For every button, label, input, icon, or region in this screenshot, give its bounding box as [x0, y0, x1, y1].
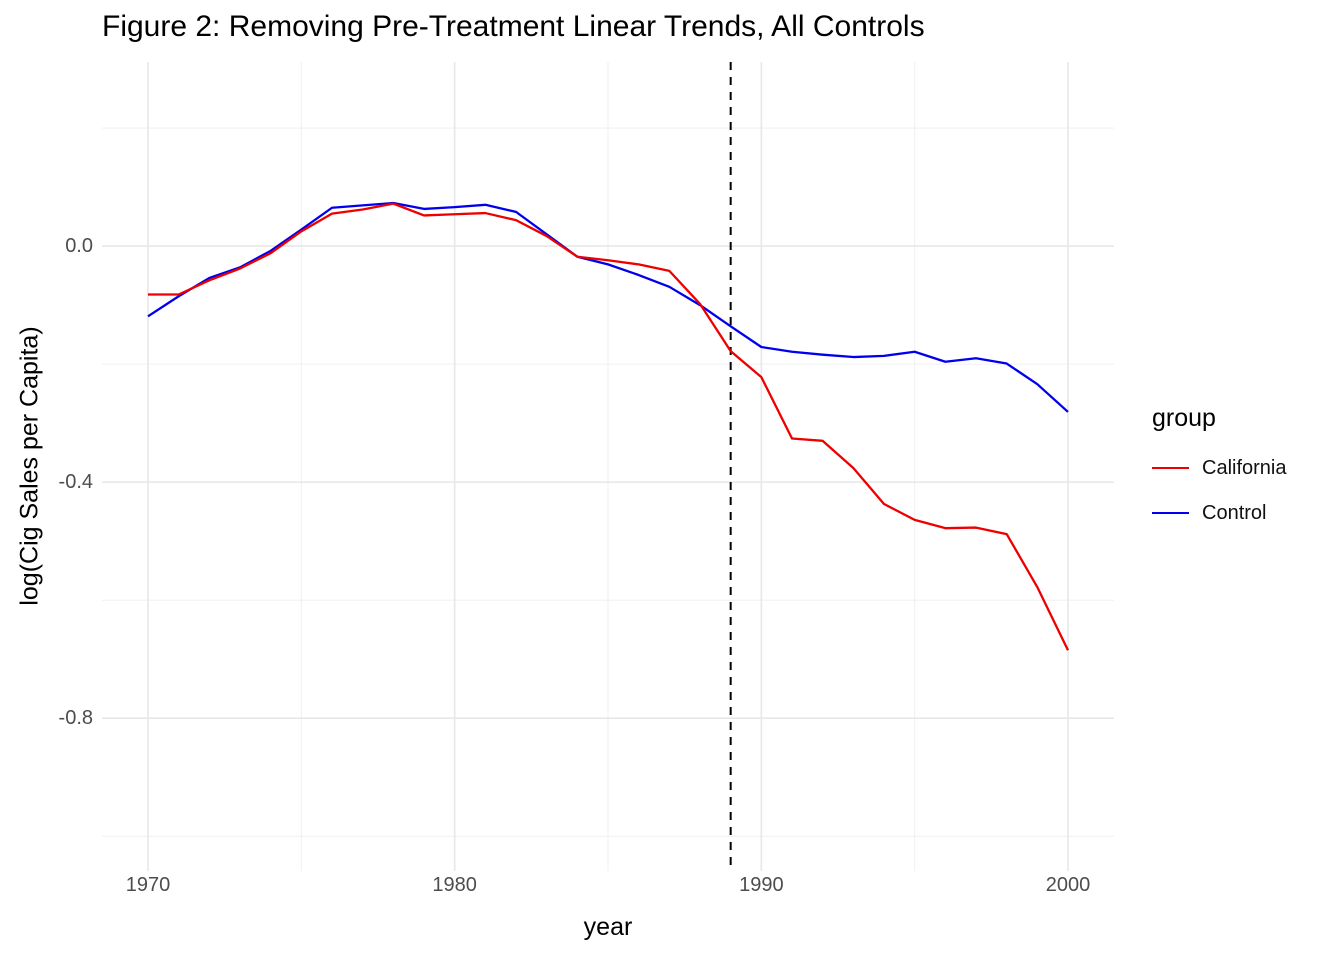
y-axis-title: log(Cig Sales per Capita) [15, 326, 44, 606]
x-tick-label-1970: 1970 [125, 874, 171, 896]
x-axis-title: year [583, 913, 633, 941]
legend-items: California Control [1152, 453, 1342, 528]
y-tick-label--0.4: -0.4 [58, 471, 93, 494]
control-line [147, 201, 1069, 413]
legend: group California Control [1152, 403, 1342, 528]
chart-title: Figure 2: Removing Pre-Treatment Linear … [102, 10, 925, 43]
legend-label: California [1202, 456, 1287, 479]
legend-label: Control [1202, 501, 1267, 524]
y-tick-label-0.0: 0.0 [65, 235, 93, 258]
legend-item-control: Control [1152, 498, 1342, 528]
x-tick-label-1990: 1990 [739, 874, 784, 896]
legend-key-line-california [1152, 467, 1189, 469]
legend-item-california: California [1152, 453, 1342, 483]
legend-title: group [1152, 404, 1216, 432]
x-tick-label-1980: 1980 [432, 874, 477, 896]
california-line [148, 202, 1070, 651]
legend-key-line-control [1152, 512, 1189, 514]
x-tick-label-2000: 2000 [1045, 874, 1091, 896]
y-tick-label--0.8: -0.8 [58, 707, 93, 730]
